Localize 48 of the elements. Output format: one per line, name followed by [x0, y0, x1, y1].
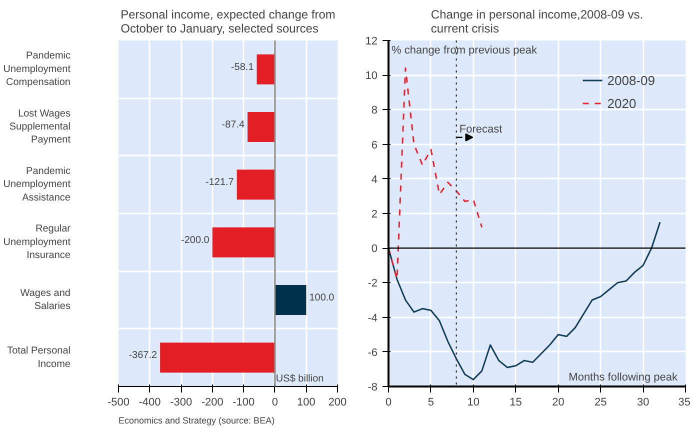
y-tick-label: 12 [365, 36, 378, 48]
x-tick-label: 20 [552, 396, 564, 408]
y-tick-label: -4 [368, 312, 378, 324]
y-tick-label: Lost Wages Supplemental Payment [9, 108, 71, 146]
y-tick-label: Pandemic Unemployment Assistance [3, 166, 71, 204]
x-tick-label: -100 [232, 396, 255, 408]
y-tick-label: 6 [371, 139, 378, 152]
annotation: US$ billion [276, 374, 324, 384]
x-tick-label: -400 [138, 396, 161, 408]
y-tick-label: Wages and Salaries [20, 288, 71, 312]
x-tick-label: -200 [201, 396, 224, 408]
y-tick-label: Regular Unemployment Insurance [3, 224, 72, 262]
y-tick-label: -2 [368, 278, 378, 290]
y-tick-label: 2 [371, 208, 378, 220]
x-axis-title: Months following peak [568, 372, 678, 384]
x-tick-label: 35 [678, 396, 691, 408]
data-label: -121.7 [206, 177, 234, 188]
x-tick-label: 15 [510, 396, 522, 408]
x-tick-label: -300 [170, 396, 192, 408]
data-label: 100.0 [309, 292, 335, 304]
y-tick-label: 8 [371, 104, 378, 117]
text: Economics and Strategy (source: BEA) [118, 416, 275, 426]
x-tick-label: 0 [385, 396, 392, 408]
x-tick-label: 0 [272, 396, 278, 408]
x-tick-label: 10 [467, 396, 480, 408]
x-tick-label: 200 [328, 396, 347, 408]
legend-label: 2008-09 [607, 72, 655, 88]
x-tick-label: 100 [297, 396, 316, 408]
y-axis-title: % change from previous peak [392, 44, 538, 56]
data-label: -58.1 [230, 62, 254, 73]
legend-label: 2020 [607, 96, 636, 110]
y-tick-label: -8 [368, 382, 378, 394]
chart-title: Change in personal income,2008-09 vs. current crisis [430, 8, 644, 36]
data-label: -200.0 [181, 234, 210, 246]
chart-title: Personal income, expected change from October to January, selected sources [120, 8, 336, 36]
y-tick-label: -6 [368, 346, 378, 359]
x-tick-label: 5 [428, 396, 434, 408]
data-label: -367.2 [128, 350, 158, 362]
annotation: Forecast [459, 123, 502, 136]
y-tick-label: Pandemic Unemployment Compensation [3, 50, 71, 88]
y-tick-label: 0 [371, 243, 378, 256]
y-tick-label: Total Personal Income [7, 346, 71, 370]
x-tick-label: 30 [636, 396, 650, 408]
y-tick-label: 10 [365, 70, 378, 82]
x-tick-label: -500 [107, 396, 130, 408]
y-tick-label: 4 [371, 174, 378, 186]
x-tick-label: 25 [594, 396, 607, 408]
data-label: -87.4 [222, 120, 246, 130]
